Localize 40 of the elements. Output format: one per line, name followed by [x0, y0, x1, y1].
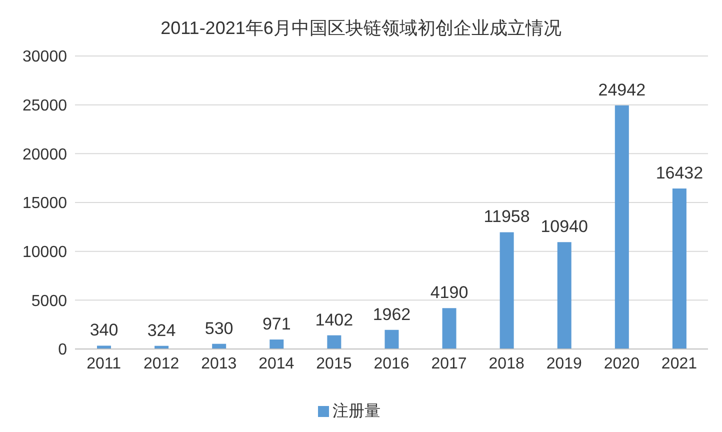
data-label: 971	[262, 314, 291, 334]
data-label: 24942	[598, 80, 646, 100]
data-label: 324	[147, 320, 176, 340]
y-tick-label: 0	[58, 342, 68, 359]
x-tick-label: 2015	[316, 355, 352, 372]
bar	[614, 105, 629, 349]
x-tick-label: 2019	[546, 355, 582, 372]
data-label: 340	[90, 320, 118, 340]
bar	[384, 330, 399, 349]
x-tick-label: 2021	[661, 355, 698, 372]
x-tick-label: 2013	[201, 355, 237, 372]
bar	[270, 340, 284, 349]
data-label: 4190	[430, 283, 468, 302]
bar	[557, 242, 572, 349]
bar	[97, 346, 111, 349]
data-label: 1402	[315, 310, 354, 330]
x-tick-label: 2012	[144, 355, 180, 372]
data-label: 16432	[656, 164, 704, 183]
x-tick-label: 2018	[488, 355, 524, 372]
x-tick-label: 2020	[604, 355, 640, 372]
y-tick-label: 15000	[22, 195, 68, 212]
bar	[672, 188, 686, 349]
x-tick-label: 2011	[86, 355, 122, 372]
data-label: 1962	[372, 304, 411, 324]
y-tick-label: 25000	[22, 98, 68, 115]
bar	[500, 232, 514, 349]
data-label: 530	[204, 318, 234, 338]
x-tick-label: 2017	[431, 355, 467, 372]
x-tick-label: 2016	[374, 355, 410, 372]
y-tick-label: 20000	[22, 146, 68, 164]
x-tick-label: 2014	[258, 355, 294, 372]
y-tick-label: 5000	[31, 292, 68, 310]
y-tick-label: 30000	[22, 48, 68, 66]
chart-title: 2011-2021年6月中国区块链领域初创企业成立情况	[160, 17, 562, 40]
data-label: 10940	[540, 217, 588, 236]
legend-label: 注册量	[332, 403, 380, 420]
bar	[442, 308, 456, 349]
y-tick-label: 10000	[22, 244, 68, 262]
bar	[327, 335, 342, 349]
data-label: 11958	[484, 207, 530, 226]
